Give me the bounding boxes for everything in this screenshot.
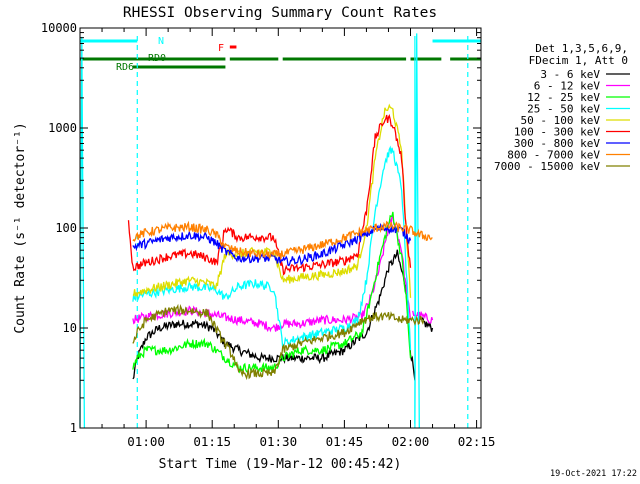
series-line-8 <box>132 303 425 381</box>
x-tick-label: 01:15 <box>193 434 231 449</box>
x-axis-label: Start Time (19-Mar-12 00:45:42) <box>159 457 402 472</box>
legend-entry-label: 800 - 7000 keV <box>507 149 600 162</box>
legend-entry-label: 100 - 300 keV <box>514 126 600 139</box>
legend-entry-label: 12 - 25 keV <box>527 91 600 104</box>
y-tick-label: 1000 <box>48 121 77 135</box>
x-tick-label: 02:15 <box>458 434 496 449</box>
flag-label-f: F <box>218 43 224 54</box>
y-tick-label: 100 <box>55 221 77 235</box>
legend-header-line: FDecim 1, Att 0 <box>529 54 628 67</box>
legend-entry-label: 3 - 6 keV <box>540 68 600 81</box>
series-line-3 <box>79 36 86 429</box>
y-axis-label: Count Rate (s⁻¹ detector⁻¹) <box>13 122 28 333</box>
x-tick-label: 01:45 <box>326 434 364 449</box>
series-line-6 <box>132 222 412 267</box>
legend-entry-label: 6 - 12 keV <box>534 80 601 93</box>
x-tick-label: 02:00 <box>392 434 430 449</box>
series-line-5 <box>127 113 412 276</box>
legend-header-line: Det 1,3,5,6,9, <box>535 42 628 55</box>
legend-entry-label: 300 - 800 keV <box>514 137 600 150</box>
series-line-3 <box>414 33 420 429</box>
x-tick-label: 01:30 <box>259 434 297 449</box>
series-line-7 <box>132 220 433 260</box>
series-line-3 <box>132 145 412 351</box>
chart-title: RHESSI Observing Summary Count Rates <box>123 5 437 21</box>
flag-label-rd0: RD0 <box>148 53 166 64</box>
footer-date: 19-Oct-2021 17:22 <box>550 469 637 479</box>
legend-entry-label: 50 - 100 keV <box>521 114 601 127</box>
y-tick-label: 10000 <box>41 21 77 35</box>
series-line-0 <box>132 249 416 381</box>
legend-entry-label: 7000 - 15000 keV <box>494 160 600 173</box>
y-tick-label: 1 <box>70 421 77 435</box>
flag-label-n: N <box>158 36 164 47</box>
flag-label-rd6: RD6 <box>116 62 134 73</box>
x-tick-label: 01:00 <box>127 434 165 449</box>
y-tick-label: 10 <box>63 321 77 335</box>
legend-entry-label: 25 - 50 keV <box>527 103 600 116</box>
